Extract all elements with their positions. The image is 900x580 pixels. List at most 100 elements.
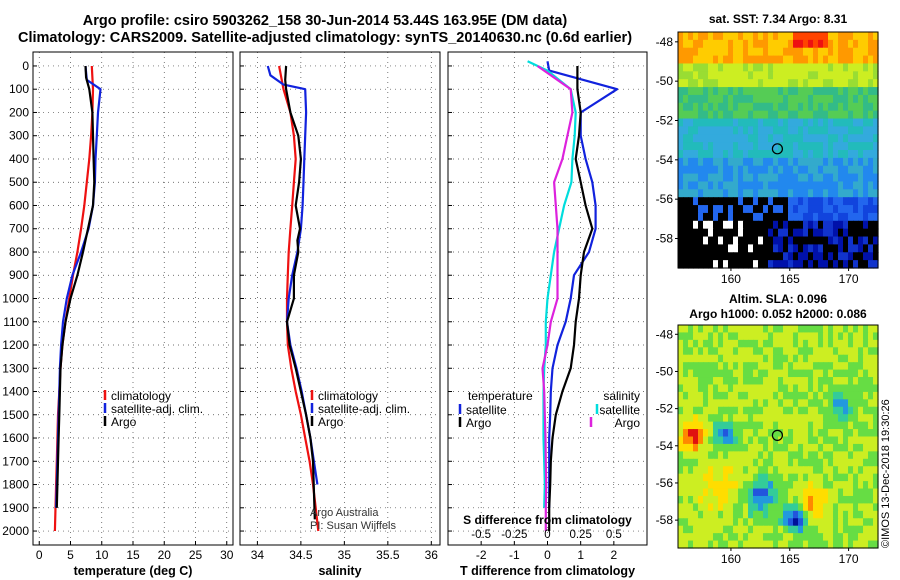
map-cell — [843, 118, 849, 127]
map-cell — [763, 212, 769, 222]
map-cell — [838, 325, 844, 334]
map-cell — [733, 94, 739, 104]
map-cell — [818, 481, 824, 490]
map-cell — [758, 451, 764, 460]
sst-map-panel: sat. SST: 7.34 Argo: 8.31-48-50-52-54-56… — [656, 12, 879, 286]
map-cell — [773, 252, 779, 261]
map-cell — [813, 126, 819, 135]
map-cell — [683, 369, 689, 378]
map-cell — [838, 87, 844, 96]
map-cell — [683, 220, 689, 230]
map-cell — [818, 110, 824, 120]
map-cell — [813, 165, 819, 175]
map-cell — [778, 533, 784, 542]
map-cell — [808, 377, 814, 386]
map-cell — [733, 325, 739, 334]
map-cell — [873, 126, 879, 135]
map-cell — [713, 451, 719, 460]
map-cell — [768, 71, 774, 80]
map-cell — [813, 55, 819, 65]
map-cell — [858, 325, 864, 334]
map-cell — [678, 39, 684, 49]
map-cell — [818, 47, 824, 57]
map-cell — [853, 87, 859, 96]
map-cell — [718, 126, 724, 135]
map-cell — [848, 429, 854, 438]
map-cell — [813, 142, 819, 151]
map-cell — [813, 87, 819, 96]
map-cell — [713, 134, 719, 143]
map-cell — [713, 354, 719, 363]
map-cell — [793, 481, 799, 490]
map-cell — [758, 189, 764, 198]
map-cell — [833, 369, 839, 378]
map-cell — [713, 39, 719, 49]
map-cell — [728, 369, 734, 378]
map-cell — [678, 134, 684, 143]
map-cell — [723, 495, 729, 504]
map-cell — [843, 102, 849, 112]
map-cell — [748, 205, 754, 214]
map-cell — [868, 429, 874, 438]
map-cell — [868, 181, 874, 190]
map-cell — [868, 495, 874, 504]
map-cell — [838, 134, 844, 143]
map-cell — [843, 260, 849, 269]
map-cell — [863, 429, 869, 438]
map-cell — [828, 71, 834, 80]
series-line-s-argo — [536, 65, 574, 531]
map-cell — [708, 414, 714, 423]
map-cell — [833, 157, 839, 167]
map-cell — [713, 533, 719, 542]
x-tick-label: 36 — [425, 548, 439, 562]
map-cell — [748, 244, 754, 253]
map-cell — [808, 47, 814, 57]
map-cell — [728, 79, 734, 88]
map-cell — [823, 244, 829, 253]
map-cell — [873, 377, 879, 386]
map-cell — [698, 181, 704, 190]
map-cell — [788, 228, 794, 238]
map-cell — [803, 347, 809, 356]
map-cell — [783, 228, 789, 238]
map-cell — [858, 377, 864, 386]
map-cell — [848, 347, 854, 356]
map-cell — [833, 150, 839, 159]
map-cell — [788, 495, 794, 504]
argo-position-marker — [771, 143, 784, 155]
map-cell — [838, 525, 844, 534]
map-cell — [753, 384, 759, 393]
map-cell — [833, 533, 839, 542]
map-cell — [678, 244, 684, 253]
map-cell — [693, 236, 699, 245]
map-cell — [683, 510, 689, 519]
map-cell — [688, 495, 694, 504]
map-cell — [783, 142, 789, 151]
map-cell — [768, 429, 774, 438]
map-cell — [853, 63, 859, 72]
map-cell — [838, 244, 844, 253]
map-cell — [863, 236, 869, 245]
map-cell — [843, 466, 849, 475]
map-cell — [753, 39, 759, 49]
map-cell — [748, 79, 754, 88]
map-cell — [678, 150, 684, 159]
map-cell — [718, 39, 724, 49]
map-cell — [778, 134, 784, 143]
map-cell — [693, 142, 699, 151]
map-cell — [678, 55, 684, 65]
map-cell — [848, 362, 854, 371]
map-cell — [723, 369, 729, 378]
map-cell — [848, 377, 854, 386]
map-cell — [783, 466, 789, 475]
map-cell — [793, 354, 799, 363]
map-cell — [798, 339, 804, 348]
map-cell — [788, 118, 794, 127]
map-cell — [868, 391, 874, 400]
map-cell — [773, 71, 779, 80]
map-cell — [843, 157, 849, 167]
map-cell — [793, 252, 799, 261]
map-cell — [748, 39, 754, 49]
map-cell — [813, 488, 819, 497]
map-cell — [848, 391, 854, 400]
